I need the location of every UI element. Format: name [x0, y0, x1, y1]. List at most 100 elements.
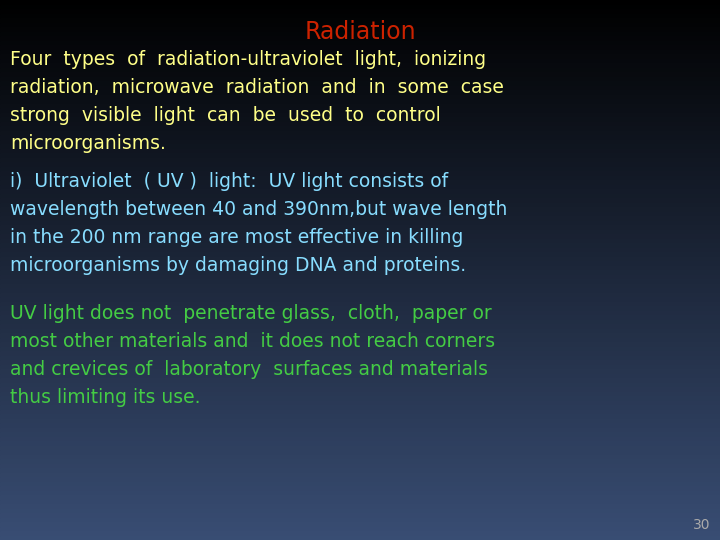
Bar [0, 351, 720, 355]
Bar [0, 455, 720, 459]
Text: UV light does not  penetrate glass,  cloth,  paper or: UV light does not penetrate glass, cloth… [10, 304, 492, 323]
Bar [0, 77, 720, 81]
Bar [0, 117, 720, 122]
Bar [0, 306, 720, 310]
Bar [0, 108, 720, 112]
Bar [0, 153, 720, 158]
Bar [0, 482, 720, 486]
Bar [0, 212, 720, 216]
Text: radiation,  microwave  radiation  and  in  some  case: radiation, microwave radiation and in so… [10, 78, 504, 97]
Bar [0, 68, 720, 72]
Bar [0, 50, 720, 54]
Text: i)  Ultraviolet  ( UV )  light:  UV light consists of: i) Ultraviolet ( UV ) light: UV light co… [10, 172, 448, 191]
Bar [0, 315, 720, 320]
Bar [0, 239, 720, 243]
Bar [0, 135, 720, 139]
Bar [0, 369, 720, 374]
Bar [0, 414, 720, 418]
Bar [0, 288, 720, 293]
Bar [0, 364, 720, 369]
Bar [0, 45, 720, 50]
Bar [0, 428, 720, 432]
Bar [0, 252, 720, 256]
Bar [0, 193, 720, 198]
Bar [0, 531, 720, 536]
Bar [0, 261, 720, 266]
Bar [0, 436, 720, 441]
Bar [0, 360, 720, 364]
Bar [0, 104, 720, 108]
Bar [0, 220, 720, 225]
Bar [0, 432, 720, 436]
Bar [0, 396, 720, 401]
Bar [0, 36, 720, 40]
Text: thus limiting its use.: thus limiting its use. [10, 388, 200, 407]
Bar [0, 495, 720, 500]
Bar [0, 297, 720, 301]
Bar [0, 441, 720, 445]
Bar [0, 225, 720, 229]
Bar [0, 536, 720, 540]
Bar [0, 122, 720, 126]
Bar [0, 207, 720, 212]
Bar [0, 472, 720, 477]
Bar [0, 284, 720, 288]
Bar [0, 63, 720, 68]
Bar [0, 378, 720, 382]
Bar [0, 459, 720, 463]
Bar [0, 320, 720, 324]
Text: strong  visible  light  can  be  used  to  control: strong visible light can be used to cont… [10, 106, 441, 125]
Bar [0, 166, 720, 171]
Bar [0, 310, 720, 315]
Bar [0, 202, 720, 207]
Bar [0, 126, 720, 131]
Bar [0, 342, 720, 347]
Bar [0, 526, 720, 531]
Bar [0, 409, 720, 414]
Bar [0, 131, 720, 135]
Bar [0, 162, 720, 166]
Bar [0, 509, 720, 513]
Bar [0, 198, 720, 202]
Bar [0, 31, 720, 36]
Bar [0, 423, 720, 428]
Bar [0, 180, 720, 185]
Bar [0, 266, 720, 270]
Bar [0, 500, 720, 504]
Bar [0, 270, 720, 274]
Text: microorganisms.: microorganisms. [10, 134, 166, 153]
Bar [0, 72, 720, 77]
Bar [0, 4, 720, 9]
Bar [0, 148, 720, 153]
Bar [0, 279, 720, 284]
Bar [0, 418, 720, 423]
Bar [0, 99, 720, 104]
Bar [0, 85, 720, 90]
Bar [0, 513, 720, 517]
Bar [0, 517, 720, 522]
Bar [0, 112, 720, 117]
Bar [0, 18, 720, 23]
Bar [0, 301, 720, 306]
Bar [0, 81, 720, 85]
Bar [0, 374, 720, 378]
Bar [0, 333, 720, 338]
Bar [0, 477, 720, 482]
Bar [0, 27, 720, 31]
Bar [0, 23, 720, 27]
Bar [0, 490, 720, 495]
Bar [0, 90, 720, 94]
Bar [0, 347, 720, 351]
Bar [0, 274, 720, 279]
Bar [0, 256, 720, 261]
Bar [0, 176, 720, 180]
Bar [0, 468, 720, 472]
Bar [0, 324, 720, 328]
Bar [0, 14, 720, 18]
Bar [0, 40, 720, 45]
Bar [0, 243, 720, 247]
Bar [0, 401, 720, 405]
Bar [0, 144, 720, 148]
Bar [0, 216, 720, 220]
Bar [0, 463, 720, 468]
